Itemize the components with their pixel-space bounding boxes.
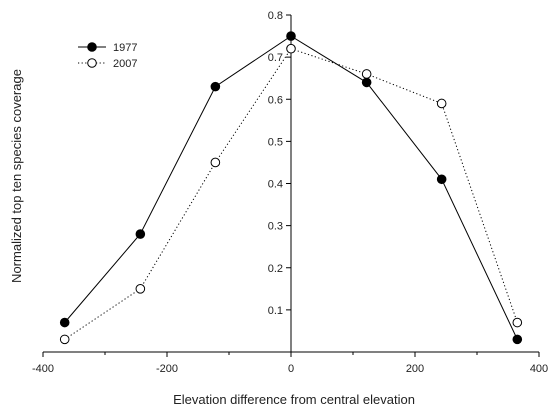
data-point-1977	[286, 31, 296, 41]
data-point-2007	[512, 317, 523, 328]
data-point-1977	[361, 77, 372, 88]
y-axis-label: Normalized top ten species coverage	[9, 69, 24, 283]
x-tick-label: 400	[530, 363, 548, 375]
y-tick-label: 0.7	[268, 52, 283, 64]
data-point-2007	[436, 98, 447, 109]
data-point-2007	[135, 284, 146, 294]
y-tick-label: 0.3	[268, 221, 283, 233]
y-tick-label: 0.1	[268, 305, 283, 317]
axes: -400 -200 0 200 400 0.1 0.2 0.3 0.4 0.5 0.6 0.7 0.8	[32, 10, 548, 375]
y-tick-label: 0.5	[268, 136, 283, 148]
y-tick-label: 0.8	[268, 10, 283, 22]
x-tick-label: 200	[406, 363, 424, 375]
y-tick-label: 0.6	[268, 94, 283, 106]
legend-label-2007: 2007	[113, 58, 137, 70]
data-point-2007	[210, 157, 221, 168]
y-tick-label: 0.2	[268, 263, 283, 275]
data-point-2007	[59, 334, 70, 345]
x-tick-label: -400	[32, 363, 54, 375]
x-axis-label: Elevation difference from central elevat…	[173, 392, 415, 407]
data-point-1977	[512, 334, 523, 345]
series-layer	[59, 31, 523, 345]
legend: 1977 2007	[78, 42, 137, 70]
x-tick-label: 0	[288, 363, 294, 375]
data-point-2007	[361, 69, 372, 79]
y-tick-label: 0.4	[268, 179, 283, 191]
legend-marker-2007	[87, 58, 97, 68]
data-point-1977	[436, 174, 447, 185]
data-point-1977	[135, 229, 146, 239]
legend-label-1977: 1977	[113, 42, 137, 54]
x-tick-label: -200	[156, 363, 178, 375]
legend-marker-1977	[87, 42, 97, 52]
data-point-1977	[210, 81, 221, 92]
data-point-2007	[286, 43, 296, 54]
data-point-1977	[59, 317, 70, 328]
